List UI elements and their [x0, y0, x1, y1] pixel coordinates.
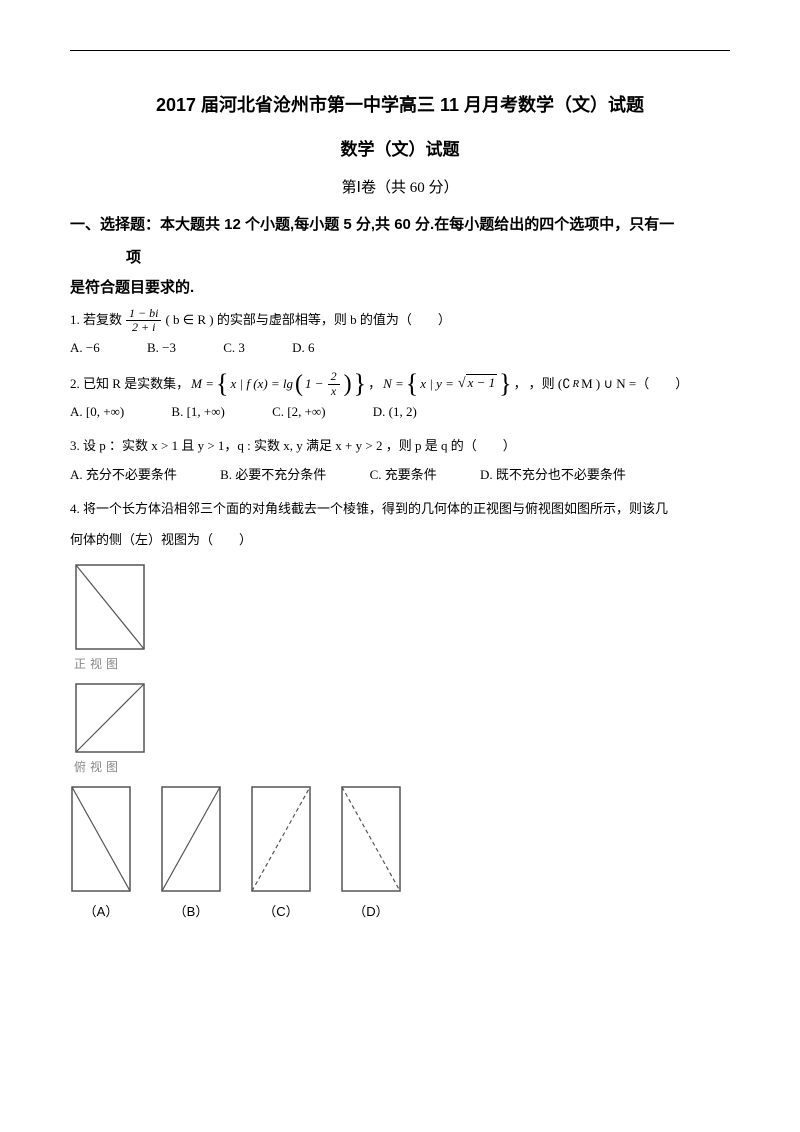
- q2-M-frac-den: x: [328, 385, 339, 398]
- exam-page: 2017 届河北省沧州市第一中学高三 11 月月考数学（文）试题 数学（文）试题…: [0, 0, 800, 950]
- q1-mid: ( b ∈ R ) 的实部与虚部相等，则 b 的值为（ ）: [165, 308, 450, 333]
- q2-M-inner-pre: x | f (x) = lg: [231, 372, 294, 397]
- q2-opt-c: C. [2, +∞): [272, 404, 325, 420]
- section-title: 第Ⅰ卷（共 60 分）: [70, 176, 730, 197]
- question-1: 1. 若复数 1 − bi 2 + i ( b ∈ R ) 的实部与虚部相等，则…: [70, 307, 730, 334]
- front-view-block: 正视图: [74, 563, 730, 672]
- answer-options-row: （A） （B） （C） （D: [70, 785, 730, 920]
- option-d-icon: [340, 785, 402, 893]
- option-b-icon: [160, 785, 222, 893]
- question-4-line2: 何体的侧（左）视图为（ ）: [70, 528, 730, 553]
- question-2: 2. 已知 R 是实数集， M = { x | f (x) = lg ( 1 −…: [70, 370, 730, 397]
- option-a-icon: [70, 785, 132, 893]
- answer-option-d: （D）: [340, 785, 402, 920]
- q2-post2: M ) ∪ N =（ ）: [581, 372, 688, 397]
- q3-opt-a: A. 充分不必要条件: [70, 464, 177, 483]
- q2-opt-d: D. (1, 2): [373, 404, 417, 420]
- answer-option-a: （A）: [70, 785, 132, 920]
- q2-M-eq: M =: [191, 372, 214, 397]
- q2-post-sub: R: [573, 374, 580, 395]
- q2-options: A. [0, +∞) B. [1, +∞) C. [2, +∞) D. (1, …: [70, 404, 730, 420]
- option-d-label: （D）: [353, 901, 388, 920]
- q2-pre: 2. 已知 R 是实数集，: [70, 372, 189, 397]
- q2-N-eq: N =: [383, 372, 404, 397]
- q2-opt-a: A. [0, +∞): [70, 404, 124, 420]
- answer-option-c: （C）: [250, 785, 312, 920]
- q3-opt-b: B. 必要不充分条件: [220, 464, 326, 483]
- q2-comma-1: ，: [368, 372, 381, 397]
- option-b-label: （B）: [174, 901, 209, 920]
- top-view-label: 俯视图: [74, 758, 122, 775]
- diagram-area: 正视图 俯视图 （A） （B）: [70, 563, 730, 920]
- option-a-label: （A）: [84, 901, 119, 920]
- option-c-icon: [250, 785, 312, 893]
- q2-N-inner: x | y =: [420, 372, 454, 397]
- header-rule: [70, 50, 730, 51]
- question-3: 3. 设 p ：实数 x > 1 且 y > 1，q : 实数 x, y 满足 …: [70, 434, 730, 459]
- q1-frac-den: 2 + i: [129, 321, 158, 334]
- q2-M-fraction: 2 x: [328, 370, 340, 397]
- q1-pre: 1. 若复数: [70, 308, 122, 333]
- top-view-block: 俯视图: [74, 682, 730, 775]
- q1-options: A. −6 B. −3 C. 3 D. 6: [70, 340, 730, 356]
- sqrt-icon: x − 1: [456, 371, 497, 398]
- instructions-line-3: 是符合题目要求的.: [70, 276, 730, 297]
- instructions-line-2: 项: [70, 244, 730, 273]
- q1-opt-b: B. −3: [147, 340, 176, 356]
- q2-post: ，则 (∁: [529, 372, 571, 397]
- main-title: 2017 届河北省沧州市第一中学高三 11 月月考数学（文）试题: [70, 91, 730, 117]
- instructions-line-1: 一、选择题：本大题共 12 个小题,每小题 5 分,共 60 分.在每小题给出的…: [70, 211, 730, 240]
- q1-opt-a: A. −6: [70, 340, 100, 356]
- q3-opt-c: C. 充要条件: [370, 464, 437, 483]
- question-4-line1: 4. 将一个长方体沿相邻三个面的对角线截去一个棱锥，得到的几何体的正视图与俯视图…: [70, 497, 730, 522]
- q2-N-rad: x − 1: [466, 374, 498, 390]
- q1-opt-c: C. 3: [223, 340, 245, 356]
- q1-frac-num: 1 − bi: [126, 307, 161, 321]
- q3-opt-d: D. 既不充分也不必要条件: [480, 464, 626, 483]
- q2-opt-b: B. [1, +∞): [171, 404, 224, 420]
- option-c-label: （C）: [263, 901, 298, 920]
- front-view-icon: [74, 563, 146, 651]
- q1-fraction: 1 − bi 2 + i: [126, 307, 161, 334]
- top-view-icon: [74, 682, 146, 754]
- q2-comma-2: ，: [514, 372, 527, 397]
- sub-title: 数学（文）试题: [70, 135, 730, 160]
- q3-options: A. 充分不必要条件 B. 必要不充分条件 C. 充要条件 D. 既不充分也不必…: [70, 464, 730, 483]
- answer-option-b: （B）: [160, 785, 222, 920]
- front-view-label: 正视图: [74, 655, 122, 672]
- q2-M-frac-num: 2: [328, 370, 340, 384]
- q2-M-prefix: 1 −: [305, 372, 324, 397]
- q1-opt-d: D. 6: [292, 340, 314, 356]
